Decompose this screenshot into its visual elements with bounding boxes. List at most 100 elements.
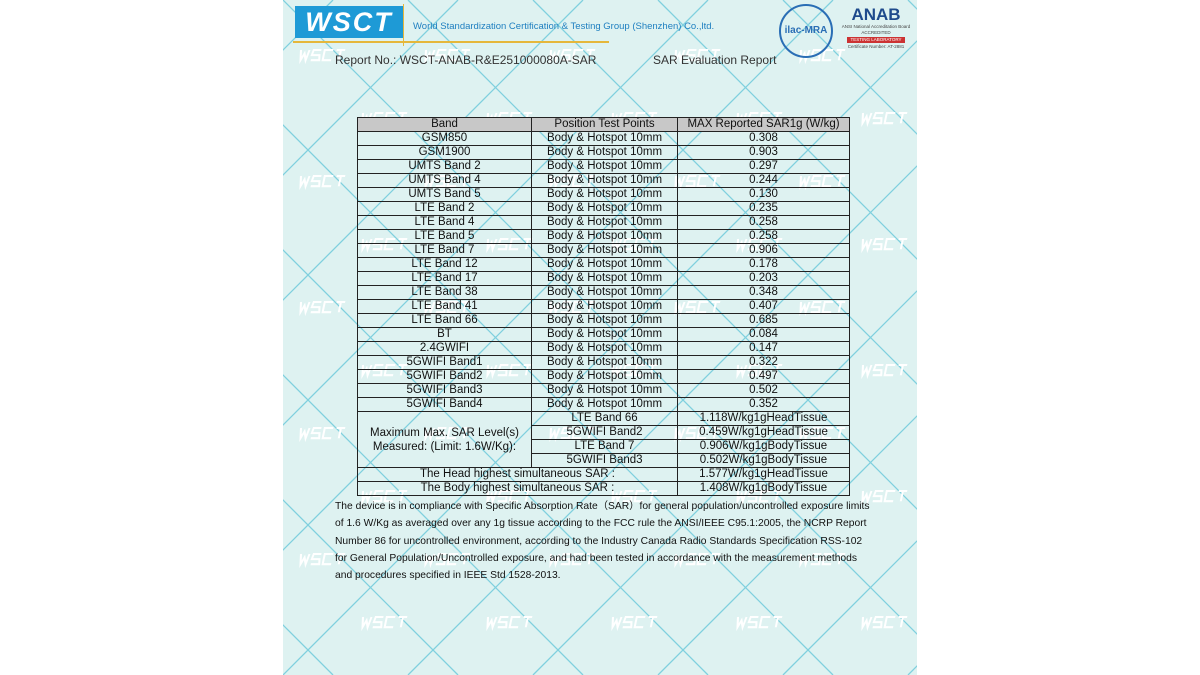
watermark-glyph [446, 552, 459, 566]
watermark-glyph [883, 237, 896, 251]
watermark-glyph [633, 615, 646, 629]
table-row: 5GWIFI Band4 Body & Hotspot 10mm 0.352 [357, 397, 850, 412]
watermark-mark [299, 174, 346, 191]
band-cell: 5GWIFI Band4 [357, 397, 532, 412]
report-content: Band Position Test Points MAX Reported S… [335, 117, 897, 584]
watermark-glyph [872, 615, 884, 629]
watermark-glyph [560, 48, 572, 62]
table-row: 5GWIFI Band2 Body & Hotspot 10mm 0.497 [357, 369, 850, 384]
watermark-mark [736, 615, 783, 632]
watermark-line [532, 290, 917, 675]
watermark-line [657, 415, 917, 675]
watermark-line [907, 0, 917, 10]
anab-title: ANAB [851, 6, 901, 24]
sar-cell: 0.352 [677, 397, 850, 412]
report-page: WSCT World Standardization Certification… [283, 0, 917, 675]
watermark-glyph [836, 48, 846, 61]
watermark-glyph [758, 615, 771, 629]
watermark-glyph [883, 363, 896, 377]
position-cell: Body & Hotspot 10mm [531, 145, 678, 160]
watermark-glyph [586, 552, 596, 565]
sar-cell: 0.906 [677, 243, 850, 258]
max-band-cell: 5GWIFI Band2 [531, 425, 678, 440]
watermark-mark [549, 552, 596, 569]
watermark-glyph [321, 48, 334, 62]
watermark-mark [674, 552, 721, 569]
sar-cell: 0.178 [677, 257, 850, 272]
band-cell: LTE Band 38 [357, 285, 532, 300]
table-row: LTE Band 41 Body & Hotspot 10mm 0.407 [357, 299, 850, 314]
max-label-line2: Measured: (Limit: 1.6W/Kg): [372, 440, 517, 453]
sar-cell: 0.322 [677, 355, 850, 370]
watermark-glyph [872, 489, 884, 503]
band-cell: 5GWIFI Band3 [357, 383, 532, 398]
watermark-glyph [523, 615, 533, 628]
position-cell: Body & Hotspot 10mm [531, 383, 678, 398]
watermark-line [283, 0, 584, 301]
table-row: LTE Band 66 Body & Hotspot 10mm 0.685 [357, 313, 850, 328]
watermark-glyph [861, 490, 873, 506]
position-cell: Body & Hotspot 10mm [531, 271, 678, 286]
watermark-glyph [461, 48, 471, 61]
watermark-mark [861, 615, 908, 632]
watermark-glyph [773, 615, 783, 628]
watermark-mark [486, 615, 533, 632]
divider [403, 4, 404, 46]
watermark-glyph [549, 49, 561, 65]
watermark-line [782, 540, 917, 675]
max-band-cell: LTE Band 66 [531, 411, 678, 426]
band-cell: LTE Band 12 [357, 257, 532, 272]
watermark-glyph [446, 48, 459, 62]
watermark-glyph [336, 174, 346, 187]
watermark-glyph [685, 552, 697, 566]
wsct-logo: WSCT [295, 6, 403, 38]
watermark-glyph [571, 48, 584, 62]
watermark-glyph [821, 48, 834, 62]
watermark-mark [299, 552, 346, 569]
header-band: Band [357, 117, 532, 132]
body-value: 1.408W/kg1gBodyTissue [677, 481, 850, 496]
header-position: Position Test Points [531, 117, 678, 132]
head-simultaneous-row: The Head highest simultaneous SAR :1.577… [357, 467, 850, 482]
position-cell: Body & Hotspot 10mm [531, 131, 678, 146]
position-cell: Body & Hotspot 10mm [531, 341, 678, 356]
watermark-glyph [611, 616, 623, 632]
position-cell: Body & Hotspot 10mm [531, 369, 678, 384]
position-cell: Body & Hotspot 10mm [531, 215, 678, 230]
band-cell: LTE Band 5 [357, 229, 532, 244]
watermark-glyph [310, 48, 322, 62]
band-cell: GSM1900 [357, 145, 532, 160]
band-cell: 2.4GWIFI [357, 341, 532, 356]
report-title: SAR Evaluation Report [653, 53, 777, 67]
table-row: LTE Band 38 Body & Hotspot 10mm 0.348 [357, 285, 850, 300]
watermark-glyph [361, 616, 373, 632]
watermark-glyph [861, 364, 873, 380]
watermark-glyph [898, 615, 908, 628]
watermark-glyph [799, 553, 811, 569]
table-row: 2.4GWIFI Body & Hotspot 10mm 0.147 [357, 341, 850, 356]
watermark-glyph [696, 48, 709, 62]
watermark-glyph [560, 552, 572, 566]
table-row: GSM850 Body & Hotspot 10mm 0.308 [357, 131, 850, 146]
sar-cell: 0.203 [677, 271, 850, 286]
watermark-line [283, 0, 459, 176]
watermark-mark [861, 111, 908, 128]
max-label-line1: Maximum Max. SAR Level(s) [370, 426, 519, 439]
max-sar-row: 5GWIFI Band2 0.459W/kg1gHeadTissue [358, 425, 850, 440]
table-row: GSM1900 Body & Hotspot 10mm 0.903 [357, 145, 850, 160]
watermark-line [657, 0, 917, 260]
watermark-line [907, 665, 917, 675]
table-row: LTE Band 4 Body & Hotspot 10mm 0.258 [357, 215, 850, 230]
watermark-glyph [299, 301, 311, 317]
watermark-mark [424, 552, 471, 569]
band-cell: BT [357, 327, 532, 342]
position-cell: Body & Hotspot 10mm [531, 229, 678, 244]
header-sar: MAX Reported SAR1g (W/kg) [677, 117, 850, 132]
max-value-cell: 0.906W/kg1gBodyTissue [677, 439, 850, 454]
watermark-mark [861, 363, 908, 380]
table-row: LTE Band 5 Body & Hotspot 10mm 0.258 [357, 229, 850, 244]
watermark-glyph [508, 615, 521, 629]
watermark-glyph [336, 300, 346, 313]
watermark-mark [861, 489, 908, 506]
band-cell: LTE Band 2 [357, 201, 532, 216]
